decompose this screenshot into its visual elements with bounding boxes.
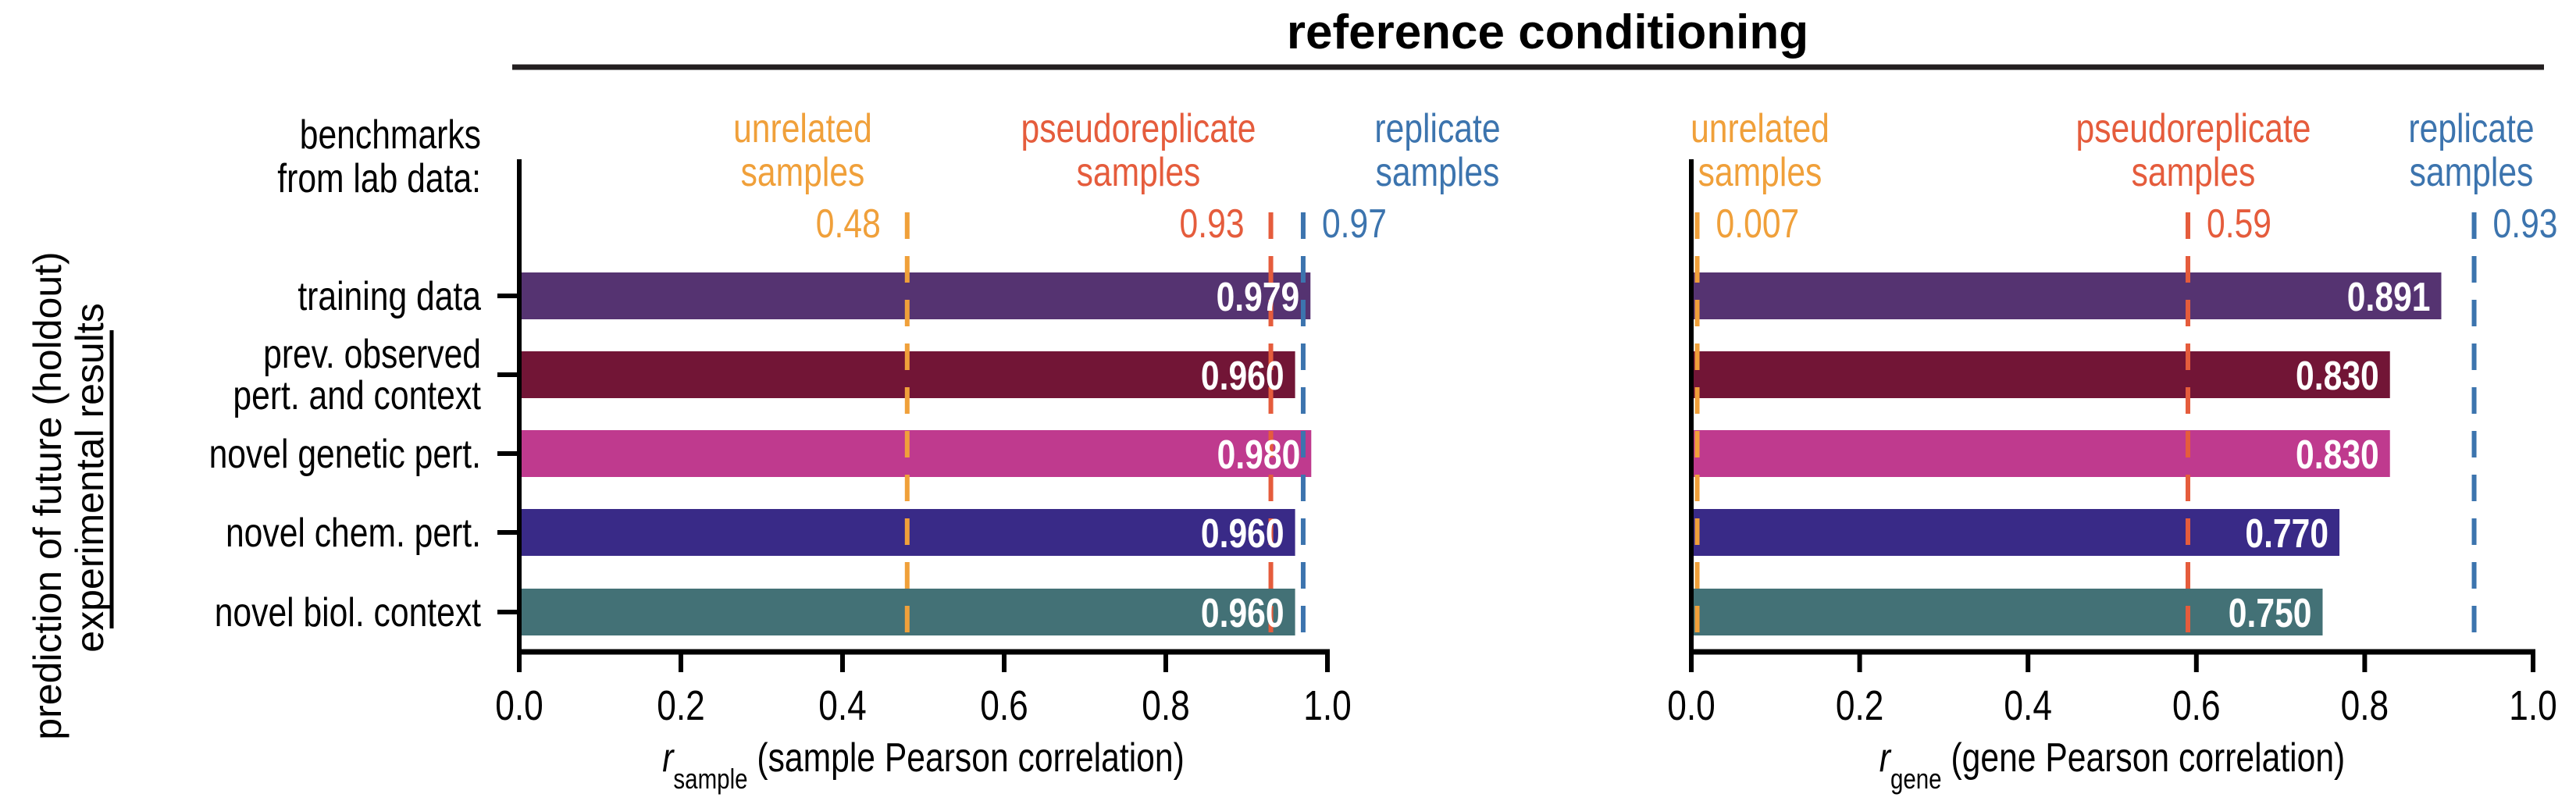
bar bbox=[1691, 589, 2323, 635]
benchmark-value: 0.93 bbox=[1180, 201, 1245, 247]
benchmark-value: 0.48 bbox=[816, 201, 881, 247]
y-axis-label-line2: experimental results bbox=[68, 303, 112, 652]
x-tick-label: 0.4 bbox=[818, 682, 867, 729]
benchmark-name: replicate bbox=[1374, 106, 1500, 151]
benchmark-name: samples bbox=[2132, 150, 2256, 195]
bar bbox=[1691, 509, 2340, 556]
benchmark-name: samples bbox=[2410, 150, 2534, 195]
benchmark-value: 0.93 bbox=[2493, 201, 2558, 247]
x-axis-label: rgene (gene Pearson correlation) bbox=[1879, 735, 2346, 795]
x-tick-label: 0.8 bbox=[2341, 682, 2389, 729]
bar bbox=[1691, 430, 2390, 477]
bar-value-label: 0.891 bbox=[2347, 275, 2431, 320]
x-axis-label-text: (gene Pearson correlation) bbox=[1942, 735, 2346, 781]
bar bbox=[519, 430, 1312, 477]
x-axis-label-r: r bbox=[662, 735, 675, 781]
benchmark-name: replicate bbox=[2408, 106, 2534, 151]
x-axis-label-r: r bbox=[1879, 735, 1892, 781]
bar-value-label: 0.770 bbox=[2245, 511, 2328, 557]
benchmark-name: unrelated bbox=[1691, 106, 1830, 151]
x-tick-label: 0.2 bbox=[1836, 682, 1884, 729]
benchmark-value: 0.97 bbox=[1322, 201, 1387, 247]
category-label: training data bbox=[298, 274, 481, 319]
benchmark-value: 0.59 bbox=[2207, 201, 2271, 247]
x-axis-label-sub: sample bbox=[673, 763, 747, 794]
x-axis-label: rsample (sample Pearson correlation) bbox=[662, 735, 1185, 795]
bar-value-label: 0.980 bbox=[1217, 432, 1301, 478]
benchmark-name: samples bbox=[1376, 150, 1500, 195]
category-label: novel genetic pert. bbox=[209, 432, 481, 477]
panel-1: 0.979 0.960 0.980 0.960 0.960 0.0 0.2 0.4 0.6 0.8… bbox=[495, 159, 1352, 795]
x-tick-label: 0.2 bbox=[657, 682, 705, 729]
bar bbox=[519, 272, 1311, 319]
benchmark-name: samples bbox=[1077, 150, 1201, 195]
category-label: novel chem. pert. bbox=[226, 511, 481, 556]
category-label: prev. observed bbox=[263, 332, 481, 377]
x-tick-label: 0.0 bbox=[495, 682, 543, 729]
figure-title: reference conditioning bbox=[1287, 5, 1808, 59]
bar-value-label: 0.979 bbox=[1217, 275, 1300, 320]
benchmark-name: samples bbox=[1698, 150, 1822, 195]
category-label: pert. and context bbox=[233, 373, 481, 418]
bar-value-label: 0.750 bbox=[2229, 591, 2312, 636]
benchmark-label-line2: from lab data: bbox=[277, 156, 481, 201]
x-tick-label: 0.6 bbox=[980, 682, 1028, 729]
benchmark-name: pseudoreplicate bbox=[1021, 106, 1256, 151]
benchmark-name: unrelated bbox=[733, 106, 872, 151]
x-tick-label: 0.4 bbox=[2004, 682, 2052, 729]
x-tick-label: 0.6 bbox=[2172, 682, 2221, 729]
benchmark-value: 0.007 bbox=[1716, 201, 1800, 247]
x-tick-label: 1.0 bbox=[2509, 682, 2557, 729]
bar bbox=[1691, 272, 2442, 319]
bar-value-label: 0.830 bbox=[2296, 354, 2379, 399]
bar-value-label: 0.960 bbox=[1201, 591, 1284, 636]
panel-2: 0.891 0.830 0.830 0.770 0.750 0.0 0.2 0.4 0.6 0.8… bbox=[1667, 159, 2557, 795]
x-axis-label-sub: gene bbox=[1890, 763, 1942, 794]
benchmark-label-line1: benchmarks bbox=[300, 112, 481, 158]
x-axis-label-text: (sample Pearson correlation) bbox=[748, 735, 1185, 781]
benchmark-name: pseudoreplicate bbox=[2075, 106, 2311, 151]
x-tick-label: 0.0 bbox=[1667, 682, 1716, 729]
x-tick-label: 1.0 bbox=[1303, 682, 1352, 729]
bar-value-label: 0.960 bbox=[1201, 511, 1284, 557]
x-tick-label: 0.8 bbox=[1142, 682, 1190, 729]
bar bbox=[1691, 351, 2390, 398]
y-axis-label-line1: prediction of future (holdout) bbox=[26, 251, 69, 739]
bar-value-label: 0.960 bbox=[1201, 354, 1284, 399]
benchmark-name: samples bbox=[741, 150, 865, 195]
bar-value-label: 0.830 bbox=[2296, 432, 2379, 478]
category-label: novel biol. context bbox=[215, 590, 481, 635]
